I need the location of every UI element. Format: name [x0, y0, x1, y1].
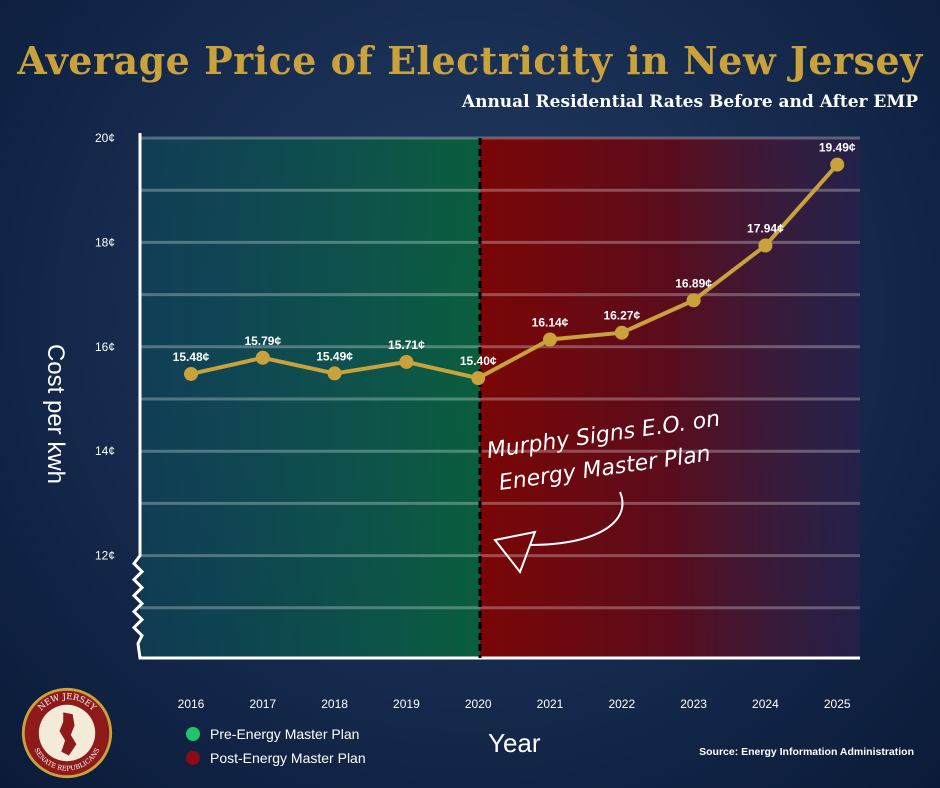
annotation-arrow — [529, 491, 624, 546]
y-tick-label: 18¢ — [95, 235, 115, 249]
x-tick-label: 2023 — [680, 697, 707, 711]
data-point — [830, 157, 845, 172]
y-axis-label: Cost per kwh — [42, 343, 69, 485]
legend-item-post: Post-Energy Master Plan — [186, 750, 366, 766]
legend-swatch-pre — [186, 727, 200, 741]
data-label: 19.49¢ — [819, 141, 856, 155]
data-point — [686, 293, 701, 308]
data-point — [255, 350, 270, 365]
chart-title: Average Price of Electricity in New Jers… — [17, 38, 923, 83]
data-label: 15.79¢ — [244, 334, 281, 348]
y-tick-label: 20¢ — [95, 131, 115, 145]
source-note: Source: Energy Information Administratio… — [699, 746, 914, 758]
data-point — [758, 238, 773, 253]
price-line — [190, 163, 839, 381]
legend-swatch-post — [186, 751, 200, 765]
data-point — [471, 371, 486, 386]
data-label: 15.71¢ — [388, 338, 425, 352]
y-tick-label: 14¢ — [95, 444, 115, 458]
x-tick-label: 2020 — [465, 697, 492, 711]
x-tick-label: 2022 — [608, 697, 635, 711]
data-point — [327, 366, 342, 381]
x-tick-label: 2019 — [393, 697, 420, 711]
senate-republicans-logo: NEW JERSEY SENATE REPUBLICANS — [21, 687, 113, 779]
y-tick-label: 16¢ — [95, 340, 115, 354]
data-label: 15.48¢ — [173, 350, 210, 364]
data-label: 15.40¢ — [460, 354, 497, 368]
x-tick-label: 2017 — [249, 697, 276, 711]
x-tick-label: 2021 — [537, 697, 564, 711]
x-tick-label: 2024 — [752, 697, 779, 711]
data-label: 16.89¢ — [675, 276, 712, 290]
data-label: 16.14¢ — [532, 315, 569, 329]
legend-label: Pre-Energy Master Plan — [210, 726, 360, 742]
y-tick-label: 12¢ — [95, 549, 115, 563]
x-tick-label: 2016 — [178, 697, 205, 711]
data-point — [614, 325, 629, 340]
data-point — [543, 332, 557, 347]
legend-label: Post-Energy Master Plan — [210, 750, 366, 766]
legend: Pre-Energy Master Plan Post-Energy Maste… — [186, 726, 366, 774]
axis-lines — [131, 133, 860, 660]
legend-item-pre: Pre-Energy Master Plan — [186, 726, 366, 742]
region-post-emp — [480, 138, 860, 658]
annotation-arrowhead — [493, 530, 537, 575]
x-tick-label: 2025 — [824, 697, 851, 711]
data-point — [399, 354, 414, 369]
x-axis-label: Year — [488, 728, 541, 758]
data-label: 15.49¢ — [316, 349, 353, 363]
region-pre-emp — [140, 138, 480, 658]
x-tick-label: 2018 — [321, 697, 348, 711]
data-label: 17.94¢ — [747, 222, 784, 236]
data-point — [184, 366, 198, 381]
chart-subtitle: Annual Residential Rates Before and Afte… — [461, 92, 918, 112]
data-label: 16.27¢ — [603, 309, 640, 323]
